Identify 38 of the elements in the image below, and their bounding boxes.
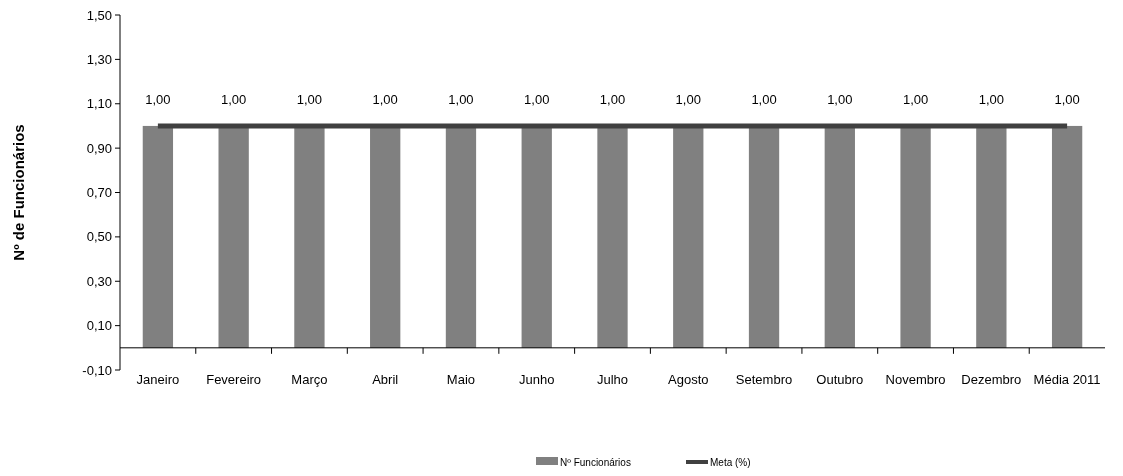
x-tick-label: Julho <box>596 372 629 387</box>
x-tick-label: Fevereiro <box>206 372 262 387</box>
data-label: 1,00 <box>448 91 474 107</box>
data-label: 1,00 <box>145 91 171 107</box>
data-label: 1,00 <box>524 91 550 107</box>
y-tick-label: 0,30 <box>86 273 112 289</box>
x-tick-label: Abril <box>372 372 399 387</box>
y-tick-label: 1,50 <box>86 7 112 23</box>
data-label: 1,00 <box>599 91 626 107</box>
data-label: 1,00 <box>372 91 398 107</box>
x-tick-label: Agosto <box>668 372 709 387</box>
x-tick-label: Dezembro <box>961 372 1022 387</box>
x-tick-label: Setembro <box>735 372 793 387</box>
x-tick-label: Janeiro <box>136 372 180 387</box>
x-tick-label: Novembro <box>885 372 946 387</box>
y-tick-label: 0,50 <box>86 229 112 245</box>
data-label: 1,00 <box>1054 91 1080 107</box>
x-tick-label: Junho <box>519 372 555 387</box>
legend-label: Nº Funcionários <box>560 456 631 468</box>
data-label: 1,00 <box>221 91 247 107</box>
y-tick-label: 1,10 <box>86 96 112 112</box>
y-tick-label: 0,90 <box>86 140 112 156</box>
legend-label: Meta (%) <box>710 456 751 468</box>
data-label: 1,00 <box>902 91 929 107</box>
x-tick-label: Outubro <box>816 372 864 387</box>
data-label: 1,00 <box>675 91 701 107</box>
x-tick-label: Média 2011 <box>1033 372 1101 387</box>
data-label: 1,00 <box>296 91 323 107</box>
data-label: 1,00 <box>827 91 853 107</box>
y-axis-title: Nº de Funcionários <box>10 124 27 261</box>
y-tick-label: 0,10 <box>86 318 112 334</box>
y-tick-label: 0,70 <box>86 185 112 201</box>
y-tick-label: -0,10 <box>82 362 112 378</box>
data-label: 1,00 <box>751 91 777 107</box>
y-tick-label: 1,30 <box>86 51 112 67</box>
x-tick-label: Maio <box>446 372 476 387</box>
data-label: 1,00 <box>978 91 1004 107</box>
x-tick-label: Março <box>291 372 328 387</box>
